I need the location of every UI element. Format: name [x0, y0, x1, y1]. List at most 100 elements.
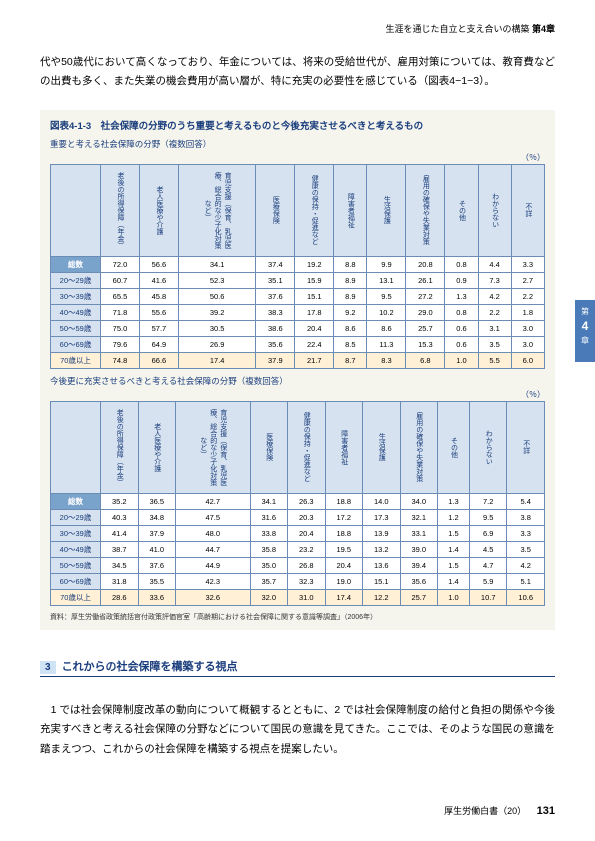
table2-subtitle: 今後更に充実させるべきと考える社会保障の分野（複数回答） — [50, 375, 545, 387]
table-cell: 17.4 — [178, 352, 255, 368]
row-label: 70歳以上 — [51, 352, 101, 368]
table-cell: 32.6 — [176, 589, 251, 605]
table-cell: 38.7 — [101, 541, 139, 557]
table-cell: 10.2 — [367, 304, 406, 320]
row-label: 総数 — [51, 256, 101, 272]
table-cell: 35.2 — [101, 493, 139, 509]
table-cell: 44.9 — [176, 557, 251, 573]
table-cell: 8.3 — [367, 352, 406, 368]
table-cell: 26.9 — [178, 336, 255, 352]
row-label: 20～29歳 — [51, 509, 101, 525]
table-cell: 36.5 — [138, 493, 176, 509]
table-cell: 0.9 — [445, 272, 478, 288]
body-paragraph-1: 代や50歳代において高くなっており、年金については、将来の受給世代が、雇用対策に… — [0, 35, 595, 102]
source-note: 資料：厚生労働省政策統括官付政策評価官室「高齢期における社会保障に関する意識等調… — [50, 612, 545, 622]
section3-paragraph: 1 では社会保障制度改革の動向について概観するとともに、2 では社会保障制度の給… — [0, 683, 595, 769]
footer-book: 厚生労働白書（20） — [444, 806, 526, 816]
row-label: 40～49歳 — [51, 541, 101, 557]
table-cell: 56.6 — [139, 256, 178, 272]
table-cell: 1.0 — [445, 352, 478, 368]
table-cell: 13.9 — [363, 525, 401, 541]
column-header: 雇用の確保や失業対策 — [406, 164, 445, 256]
table-cell: 33.6 — [138, 589, 176, 605]
table-cell: 4.2 — [507, 557, 545, 573]
table-1: 老後の所得保障（年金）老人医療や介護育児支援（保育、乳児医療、総合的な少子化対策… — [50, 164, 545, 369]
table-cell: 31.0 — [288, 589, 326, 605]
table-cell: 4.5 — [469, 541, 507, 557]
table-cell: 66.6 — [139, 352, 178, 368]
page-number: 131 — [537, 805, 555, 817]
table-cell: 3.3 — [511, 256, 544, 272]
column-header: わからない — [478, 164, 511, 256]
table-cell: 41.4 — [101, 525, 139, 541]
table-cell: 25.7 — [400, 589, 438, 605]
table-cell: 20.4 — [325, 557, 363, 573]
table-cell: 20.3 — [288, 509, 326, 525]
column-header: 医療保険 — [250, 401, 288, 493]
table-cell: 6.8 — [406, 352, 445, 368]
row-label: 60～69歳 — [51, 573, 101, 589]
table-cell: 71.8 — [101, 304, 140, 320]
table-cell: 41.6 — [139, 272, 178, 288]
table-cell: 1.4 — [438, 573, 470, 589]
table-cell: 34.8 — [138, 509, 176, 525]
row-label: 総数 — [51, 493, 101, 509]
table-cell: 39.0 — [400, 541, 438, 557]
table-cell: 1.5 — [438, 525, 470, 541]
figure-box: 図表4-1-3 社会保障の分野のうち重要と考えるものと今後充実させるべきと考える… — [40, 110, 555, 630]
table-cell: 13.1 — [367, 272, 406, 288]
table-cell: 17.3 — [363, 509, 401, 525]
section-number: 3 — [40, 661, 56, 674]
table-cell: 30.5 — [178, 320, 255, 336]
table-cell: 7.3 — [478, 272, 511, 288]
table-cell: 34.0 — [400, 493, 438, 509]
row-label: 60～69歳 — [51, 336, 101, 352]
table-cell: 15.3 — [406, 336, 445, 352]
table-cell: 19.0 — [325, 573, 363, 589]
table-cell: 15.1 — [295, 288, 334, 304]
table-cell: 42.3 — [176, 573, 251, 589]
table-cell: 35.0 — [250, 557, 288, 573]
column-header — [51, 401, 101, 493]
column-header: 障害者福祉 — [325, 401, 363, 493]
table-cell: 34.5 — [101, 557, 139, 573]
column-header: 老人医療や介護 — [139, 164, 178, 256]
table-cell: 8.7 — [334, 352, 367, 368]
row-label: 50～59歳 — [51, 320, 101, 336]
table-cell: 17.4 — [325, 589, 363, 605]
column-header: 障害者福祉 — [334, 164, 367, 256]
table-cell: 10.7 — [469, 589, 507, 605]
table-cell: 2.7 — [511, 272, 544, 288]
table-cell: 7.2 — [469, 493, 507, 509]
table-cell: 34.1 — [250, 493, 288, 509]
table-cell: 72.0 — [101, 256, 140, 272]
table1-subtitle: 重要と考える社会保障の分野（複数回答） — [50, 138, 545, 150]
table-cell: 29.0 — [406, 304, 445, 320]
table-cell: 79.6 — [101, 336, 140, 352]
table-cell: 33.1 — [400, 525, 438, 541]
table-cell: 3.0 — [511, 320, 544, 336]
table-cell: 4.2 — [478, 288, 511, 304]
table-cell: 3.5 — [507, 541, 545, 557]
table-cell: 0.8 — [445, 256, 478, 272]
table-cell: 8.6 — [334, 320, 367, 336]
table-cell: 4.4 — [478, 256, 511, 272]
table-cell: 19.5 — [325, 541, 363, 557]
table-cell: 2.2 — [478, 304, 511, 320]
row-label: 40～49歳 — [51, 304, 101, 320]
table-cell: 32.3 — [288, 573, 326, 589]
column-header: 育児支援（保育、乳児医療、総合的な少子化対策など） — [178, 164, 255, 256]
table-2: 老後の所得保障（年金）老人医療や介護育児支援（保育、乳児医療、総合的な少子化対策… — [50, 401, 545, 606]
table-cell: 60.7 — [101, 272, 140, 288]
page-header: 生涯を通じた自立と支え合いの構築 第4章 — [0, 0, 595, 35]
table-cell: 25.7 — [406, 320, 445, 336]
table-cell: 15.9 — [295, 272, 334, 288]
side-tab: 第 4 章 — [575, 300, 595, 362]
table-cell: 19.2 — [295, 256, 334, 272]
table-cell: 37.6 — [256, 288, 295, 304]
footer: 厚生労働白書（20） 131 — [444, 804, 555, 817]
table-cell: 21.7 — [295, 352, 334, 368]
column-header: その他 — [445, 164, 478, 256]
table-cell: 1.2 — [438, 509, 470, 525]
table-cell: 18.8 — [325, 525, 363, 541]
